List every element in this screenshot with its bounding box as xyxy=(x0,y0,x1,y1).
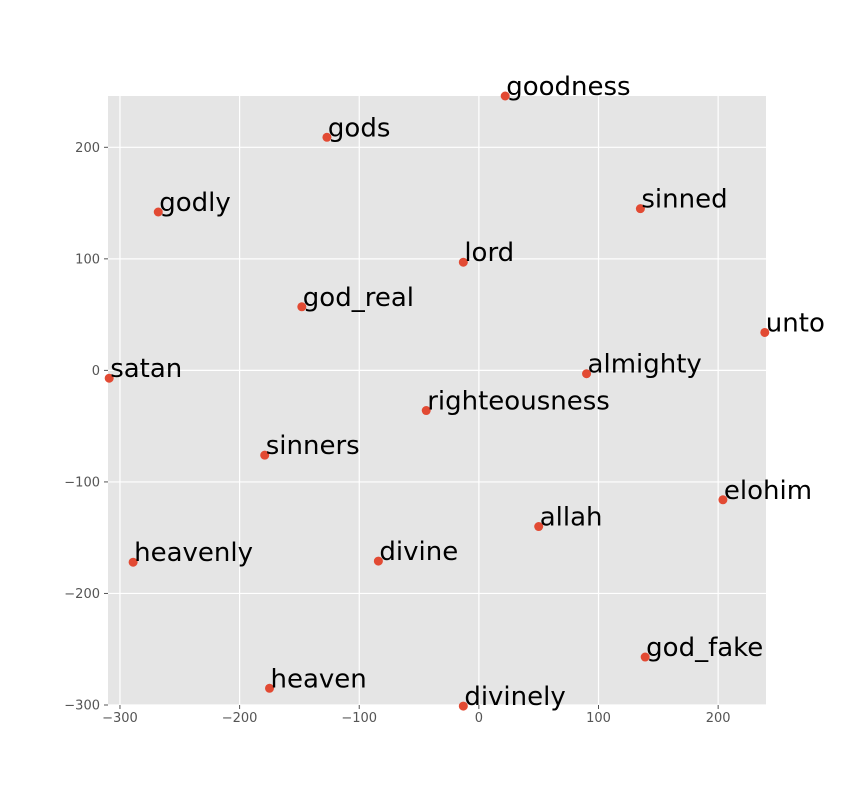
point-label: goodness xyxy=(506,72,630,102)
point-label: righteousness xyxy=(427,387,610,417)
point-label: godly xyxy=(159,188,231,218)
scatter-point xyxy=(153,207,163,217)
scatter-point xyxy=(760,327,770,337)
y-tick-label: 100 xyxy=(75,252,100,267)
x-tick-label: 100 xyxy=(586,711,611,726)
point-label: heavenly xyxy=(134,538,253,568)
plot-area xyxy=(108,96,766,705)
point-label: gods xyxy=(328,113,390,143)
y-tick-label: −200 xyxy=(64,587,100,602)
scatter-point xyxy=(322,132,332,142)
point-label: divine xyxy=(379,537,458,567)
scatter-point xyxy=(104,373,114,383)
x-tick-label: −300 xyxy=(102,711,138,726)
x-tick-label: 200 xyxy=(706,711,731,726)
scatter-point xyxy=(421,406,431,416)
point-label: sinned xyxy=(641,185,727,215)
scatter-point xyxy=(297,302,307,312)
scatter-point xyxy=(373,556,383,566)
scatter-point xyxy=(260,450,270,460)
point-label: unto xyxy=(766,308,825,338)
point-label: almighty xyxy=(588,350,702,380)
point-label: god_fake xyxy=(646,633,763,663)
point-label: god_real xyxy=(303,283,414,313)
scatter-point xyxy=(534,522,544,532)
x-tick-label: −200 xyxy=(222,711,258,726)
point-label: satan xyxy=(110,354,182,384)
scatter-point xyxy=(458,701,468,711)
point-label: elohim xyxy=(724,476,812,506)
y-tick-label: −100 xyxy=(64,475,100,490)
scatter-point xyxy=(128,557,138,567)
y-tick-label: −300 xyxy=(64,699,100,714)
point-label: divinely xyxy=(464,682,565,712)
scatter-point xyxy=(718,495,728,505)
y-tick-label: 200 xyxy=(75,141,100,156)
grid-lines xyxy=(108,96,766,706)
data-points xyxy=(104,91,770,711)
scatter-point xyxy=(458,257,468,267)
point-label: allah xyxy=(540,503,603,533)
y-tick-label: 0 xyxy=(92,364,100,379)
scatter-point xyxy=(635,204,645,214)
x-tick-label: 0 xyxy=(475,711,483,726)
point-label: lord xyxy=(464,238,514,268)
scatter-point xyxy=(582,369,592,379)
point-label: sinners xyxy=(266,431,360,461)
point-label: heaven xyxy=(271,664,367,694)
scatter-point xyxy=(500,91,510,101)
scatter-point xyxy=(640,652,650,662)
x-tick-label: −100 xyxy=(341,711,377,726)
scatter-point xyxy=(265,683,275,693)
axis-ticks: −300 −200 −100 0 100 200 −300 −200 −100 0 100 200 xyxy=(64,141,730,726)
